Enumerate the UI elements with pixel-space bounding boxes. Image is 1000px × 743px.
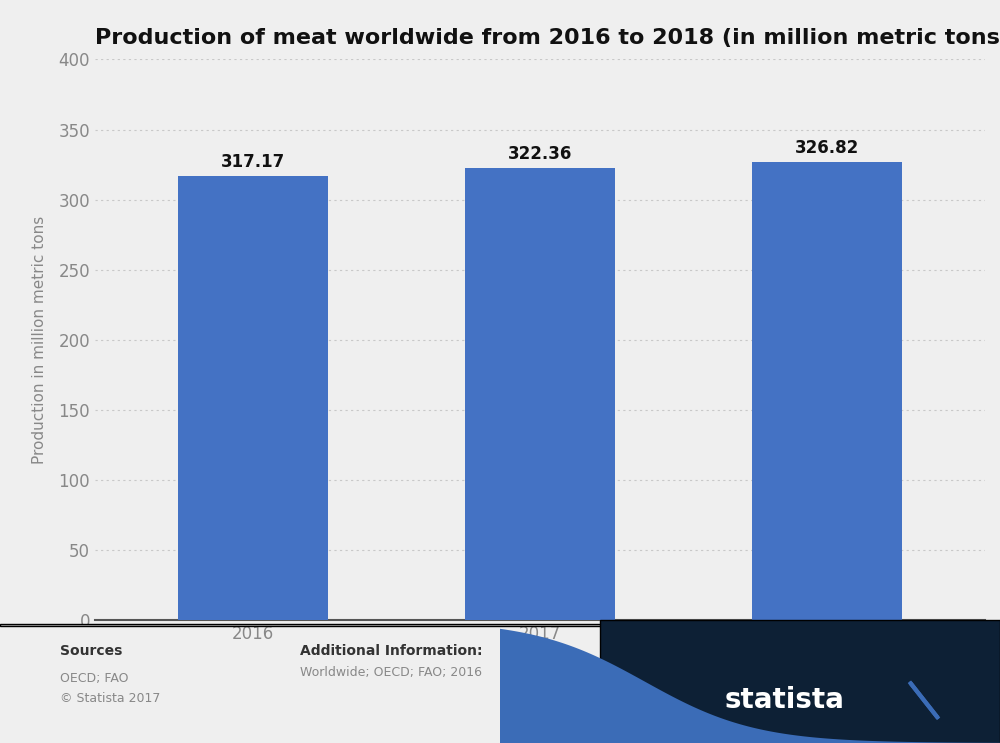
Text: statista: statista — [725, 686, 845, 714]
Text: Sources: Sources — [60, 644, 122, 658]
Text: 317.17: 317.17 — [221, 153, 285, 171]
Y-axis label: Production in million metric tons: Production in million metric tons — [32, 215, 47, 464]
Text: © Statista 2017: © Statista 2017 — [60, 692, 160, 705]
Text: OECD; FAO: OECD; FAO — [60, 672, 128, 685]
Bar — [752, 162, 902, 620]
Bar — [178, 175, 328, 620]
Bar — [465, 169, 615, 620]
Text: 322.36: 322.36 — [508, 146, 572, 163]
Text: Production of meat worldwide from 2016 to 2018 (in million metric tons): Production of meat worldwide from 2016 t… — [95, 28, 1000, 48]
Text: 326.82: 326.82 — [795, 139, 859, 158]
Text: Additional Information:: Additional Information: — [300, 644, 482, 658]
Text: Worldwide; OECD; FAO; 2016: Worldwide; OECD; FAO; 2016 — [300, 666, 482, 679]
